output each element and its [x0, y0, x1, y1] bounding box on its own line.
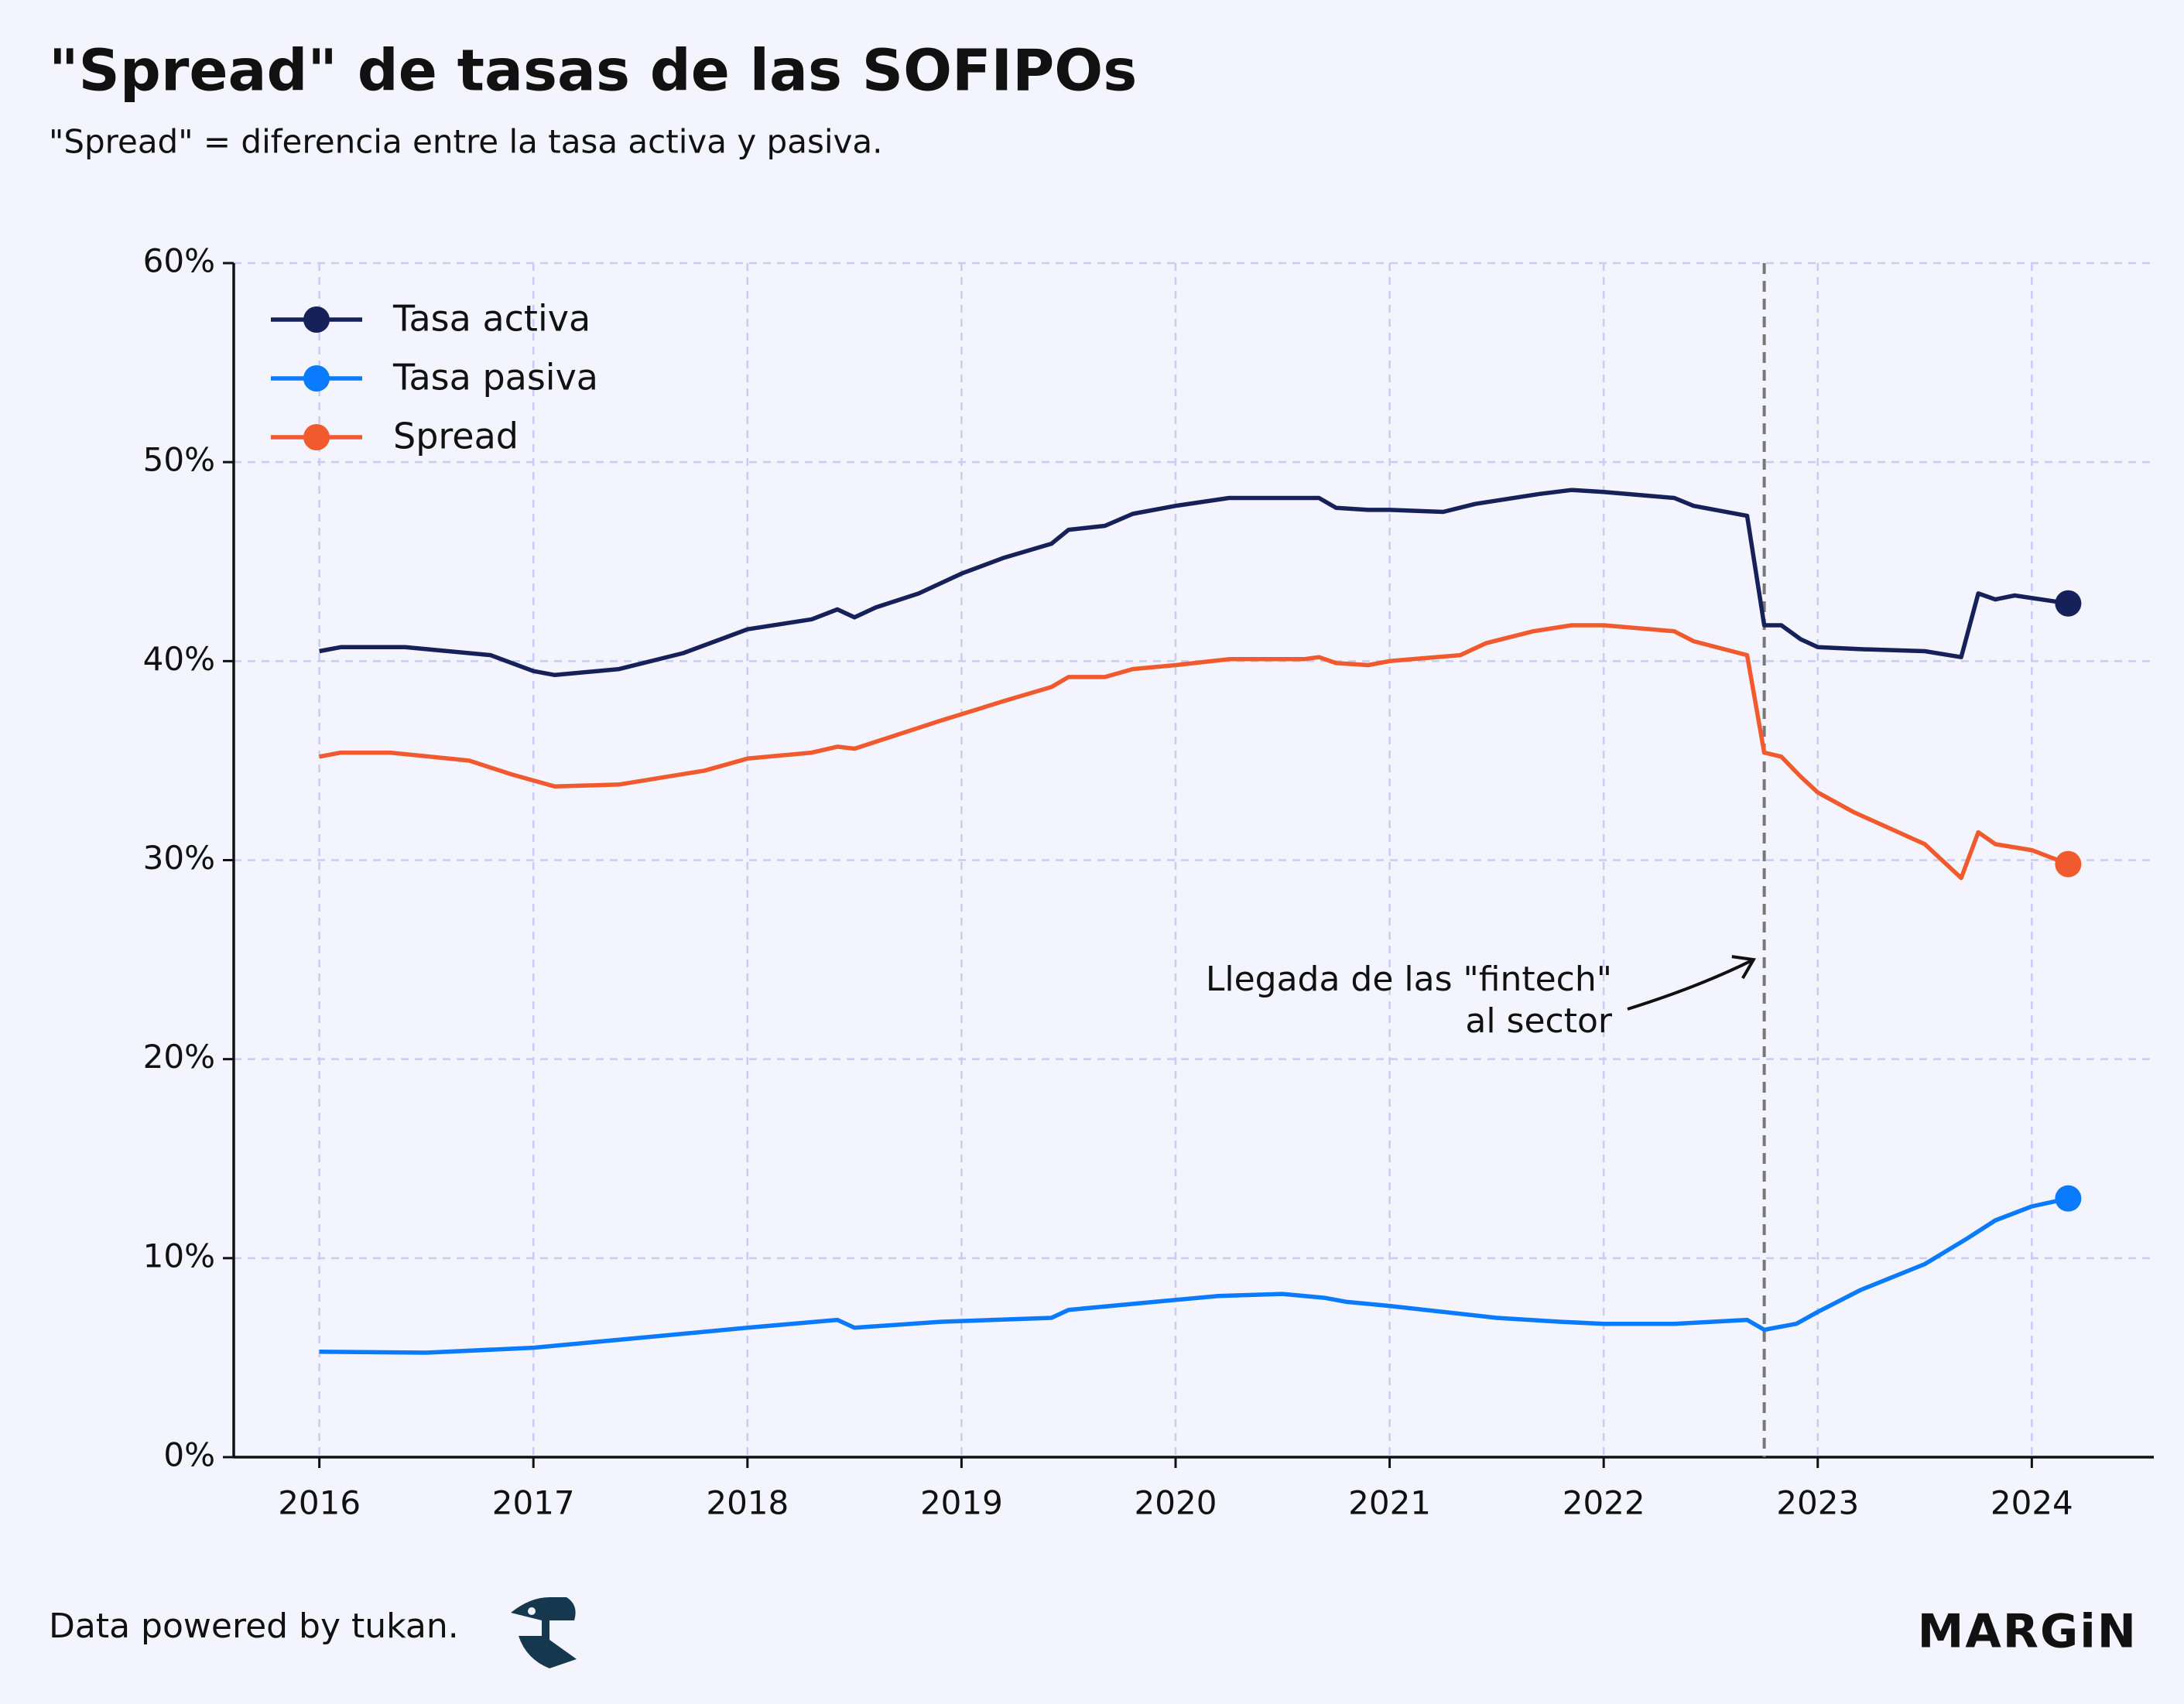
x-tick-label: 2020: [1135, 1484, 1217, 1522]
end-marker: [2055, 850, 2082, 878]
y-tick-label: 60%: [143, 242, 215, 280]
y-tick-label: 50%: [143, 441, 215, 479]
x-tick-label: 2021: [1348, 1484, 1431, 1522]
chart-subtitle: "Spread" = diferencia entre la tasa acti…: [49, 123, 882, 161]
y-tick-label: 40%: [143, 640, 215, 678]
x-tick-label: 2018: [706, 1484, 789, 1522]
annotation-text: al sector: [1465, 1001, 1613, 1041]
series-line: [319, 1196, 2069, 1355]
source: Data powered by tukan.: [49, 1606, 459, 1646]
x-tick-label: 2022: [1563, 1484, 1645, 1522]
annotation-text: Llegada de las "fintech": [1206, 960, 1612, 999]
x-tick-label: 2016: [278, 1484, 361, 1522]
x-tick-label: 2023: [1776, 1484, 1859, 1522]
legend-marker: [303, 306, 330, 333]
legend-label: Tasa activa: [392, 298, 591, 340]
legend-marker: [303, 424, 330, 450]
x-tick-label: 2017: [492, 1484, 575, 1522]
chart-title: "Spread" de tasas de las SOFIPOs: [49, 38, 1137, 104]
legend-marker: [303, 365, 330, 392]
series-line: [319, 623, 2069, 881]
brand: MARGiN: [1918, 1605, 2138, 1659]
y-tick-label: 20%: [143, 1038, 215, 1076]
x-tick-label: 2024: [1991, 1484, 2073, 1522]
y-tick-label: 10%: [143, 1237, 215, 1275]
end-marker: [2055, 1185, 2082, 1212]
annotation-arrow: [1627, 958, 1754, 1011]
annotation-arrowhead: [1731, 955, 1757, 980]
series-line: [319, 488, 2069, 678]
legend-label: Spread: [393, 416, 519, 457]
legend-label: Tasa pasiva: [392, 357, 598, 399]
y-tick-label: 0%: [163, 1436, 215, 1474]
end-marker: [2055, 590, 2082, 617]
y-tick-label: 30%: [143, 839, 215, 877]
tukan-logo: [511, 1597, 577, 1668]
x-tick-label: 2019: [920, 1484, 1003, 1522]
